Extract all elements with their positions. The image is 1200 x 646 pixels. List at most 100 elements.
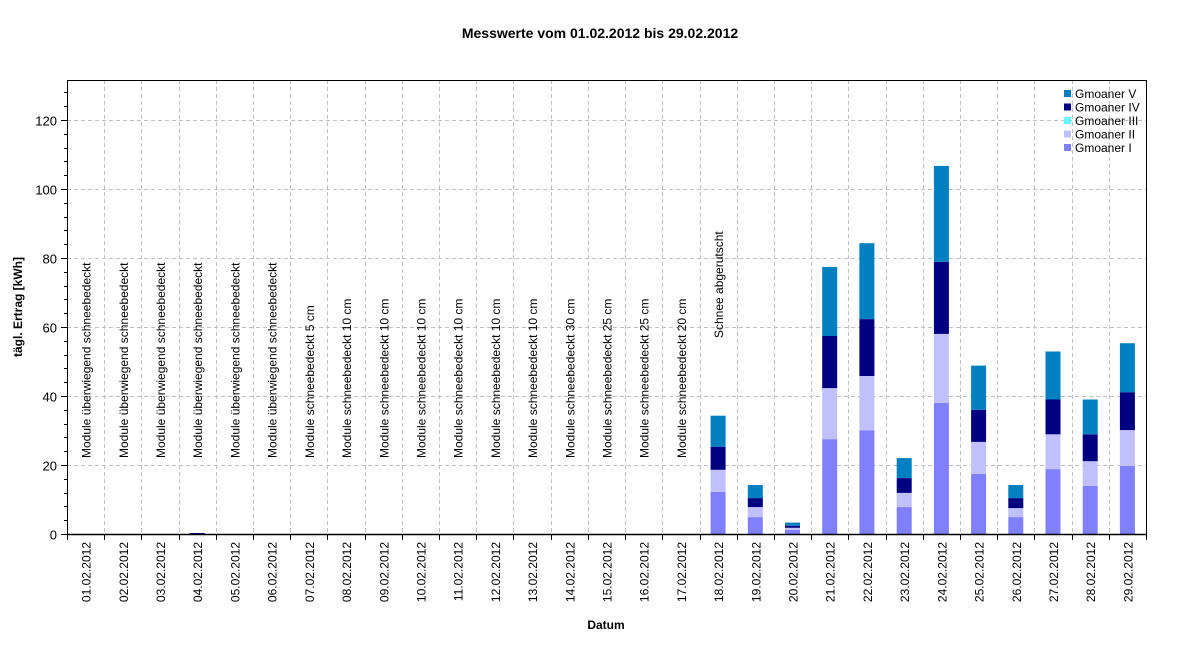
legend-item: Gmoaner III	[1064, 114, 1138, 128]
bar-annotation: Module überwiegend schneebedeckt	[228, 262, 242, 458]
bar-segment	[971, 474, 987, 534]
bar-segment	[933, 261, 949, 334]
x-tick-label: 25.02.2012	[973, 542, 987, 602]
bar-annotation: Module schneebedeckt 10 cm	[414, 299, 428, 458]
bar-segment	[971, 409, 987, 442]
bar-segment	[1045, 399, 1061, 435]
x-tick-label: 03.02.2012	[154, 542, 168, 602]
bar-segment	[189, 533, 205, 534]
bar-segment	[1008, 517, 1024, 534]
x-tick-label: 19.02.2012	[749, 542, 763, 602]
bar-segment	[1082, 486, 1098, 534]
bar-segment	[1045, 469, 1061, 534]
x-tick-label: 23.02.2012	[898, 542, 912, 602]
chart-title: Messwerte vom 01.02.2012 bis 29.02.2012	[462, 25, 739, 41]
x-tick-label: 16.02.2012	[638, 542, 652, 602]
x-axis-label: Datum	[587, 618, 624, 632]
bar-segment	[1119, 430, 1135, 467]
bar-segment	[747, 498, 763, 508]
axes: 0 20 40 60 80 100 120 01.02.2012 02.02.2012 03.02…	[35, 80, 1147, 602]
y-tick-label: 120	[35, 114, 57, 129]
bar-segment	[785, 525, 800, 528]
bar-annotation: Module schneebedeckt 10 cm	[340, 299, 354, 458]
legend-swatch	[1064, 130, 1071, 138]
x-tick-label: 01.02.2012	[80, 542, 94, 602]
legend-item: Gmoaner IV	[1064, 101, 1140, 115]
grid-lines	[67, 80, 1146, 534]
x-tick-label: 15.02.2012	[601, 542, 615, 602]
legend-swatch	[1064, 144, 1071, 151]
bar-segment	[859, 430, 875, 534]
bar-segment	[822, 388, 838, 440]
bar-segment	[1082, 399, 1098, 435]
bar-segment	[785, 522, 800, 526]
bar-segment	[747, 517, 763, 534]
x-tick-label: 07.02.2012	[303, 542, 317, 602]
x-tick-label: 06.02.2012	[266, 542, 280, 602]
bar-annotation: Module schneebedeckt 5 cm	[303, 305, 317, 458]
bar-segment	[1119, 392, 1135, 431]
x-tick-label: 18.02.2012	[712, 542, 726, 602]
bar-series	[189, 165, 1135, 534]
bar-segment	[710, 446, 726, 470]
x-tick-label: 17.02.2012	[675, 542, 689, 602]
y-tick-label: 0	[50, 528, 57, 543]
x-tick-label: 22.02.2012	[861, 542, 875, 602]
y-tick-label: 80	[43, 252, 57, 267]
x-tick-label: 21.02.2012	[824, 542, 838, 602]
legend-swatch	[1064, 117, 1071, 124]
bar-segment	[1119, 466, 1135, 534]
legend-swatch	[1064, 103, 1071, 111]
legend-item: Gmoaner V	[1064, 87, 1136, 101]
bar-segment	[933, 402, 949, 534]
bar-segment	[896, 492, 912, 507]
bar-segment	[822, 336, 838, 389]
x-tick-label: 28.02.2012	[1084, 542, 1098, 602]
legend-label: Gmoaner V	[1075, 87, 1136, 101]
x-tick-label: 02.02.2012	[117, 542, 131, 602]
y-tick-label: 20	[43, 459, 57, 474]
bar-segment	[971, 441, 987, 474]
x-tick-label: 10.02.2012	[414, 542, 428, 602]
x-tick-label: 04.02.2012	[191, 542, 205, 602]
bar-segment	[933, 333, 949, 403]
x-tick-label: 27.02.2012	[1047, 542, 1061, 602]
bar-segment	[785, 527, 800, 530]
bar-annotation: Module schneebedeckt 25 cm	[601, 299, 615, 458]
y-tick-label: 60	[43, 321, 57, 336]
bar-segment	[971, 365, 987, 410]
bar-segment	[896, 458, 912, 479]
bar-segment	[747, 485, 763, 499]
bar-annotation: Module schneebedeckt 20 cm	[675, 299, 689, 458]
y-axis-label: tägl. Ertrag [kWh]	[11, 257, 25, 357]
bar-segment	[896, 478, 912, 493]
bar-annotation: Module schneebedeckt 10 cm	[377, 299, 391, 458]
bar-segment	[1119, 343, 1135, 393]
x-tick-label: 29.02.2012	[1121, 542, 1135, 602]
bar-segment	[1008, 508, 1024, 518]
bar-annotation: Module schneebedeckt 10 cm	[452, 299, 466, 458]
bar-annotation: Module schneebedeckt 25 cm	[638, 299, 652, 458]
bar-segment	[822, 439, 838, 534]
bar-segment	[1082, 434, 1098, 462]
bar-segment	[1045, 351, 1061, 400]
legend-label: Gmoaner I	[1075, 141, 1132, 155]
bar-segment	[747, 507, 763, 518]
bar-segment	[859, 376, 875, 431]
legend-label: Gmoaner IV	[1075, 101, 1140, 115]
y-tick-label: 40	[43, 390, 57, 405]
legend-item: Gmoaner II	[1064, 128, 1135, 142]
x-tick-label: 09.02.2012	[377, 542, 391, 602]
bar-segment	[822, 267, 838, 336]
bar-segment	[1082, 461, 1098, 486]
legend-label: Gmoaner III	[1075, 114, 1138, 128]
x-tick-label: 13.02.2012	[526, 542, 540, 602]
annotations: Module überwiegend schneebedeckt Module ü…	[80, 231, 727, 458]
bar-annotation: Module schneebedeckt 30 cm	[563, 299, 577, 458]
bar-segment	[933, 165, 949, 262]
bar-annotation: Module überwiegend schneebedeckt	[80, 262, 94, 458]
bar-annotation: Schnee abgerutscht	[712, 231, 726, 338]
